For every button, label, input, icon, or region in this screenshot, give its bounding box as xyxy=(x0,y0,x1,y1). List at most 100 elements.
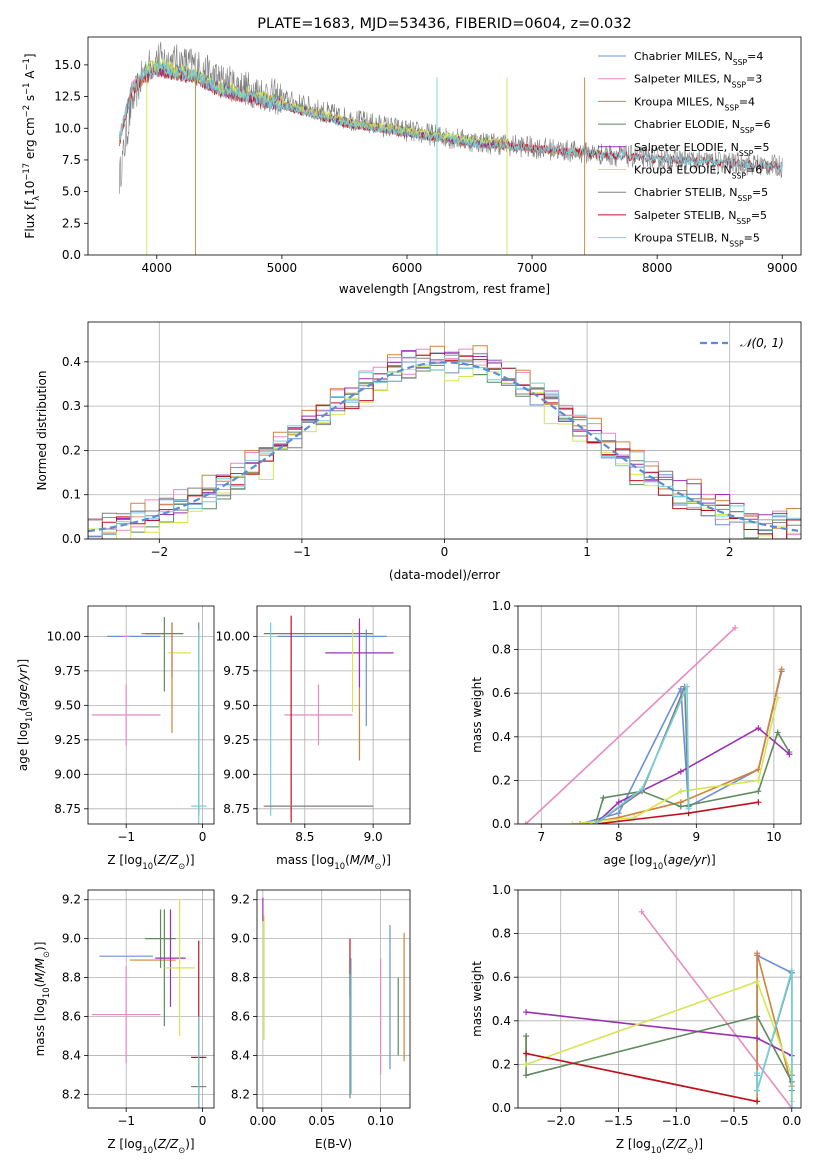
x-axis-label: Z [log10(Z/Z⊙)] xyxy=(107,853,194,871)
weight-marker xyxy=(754,1070,761,1077)
y-axis-label: mass [log10(M/M⊙)] xyxy=(33,942,51,1057)
y-axis-label: Normed distribution xyxy=(35,371,49,491)
y-tick-label: 8.75 xyxy=(223,802,250,816)
plot-area xyxy=(88,345,801,539)
weight-marker xyxy=(755,788,762,795)
axes-frame xyxy=(87,36,802,256)
x-tick-label: 8 xyxy=(615,830,623,844)
chart-title: PLATE=1683, MJD=53436, FIBERID=0604, z=0… xyxy=(257,16,631,32)
weight-line xyxy=(525,627,736,824)
weight-marker xyxy=(786,751,793,758)
weight-marker xyxy=(788,967,795,974)
weight-marker xyxy=(754,1035,761,1042)
weight-marker xyxy=(523,1009,530,1016)
x-tick-label: 0.05 xyxy=(308,1114,335,1128)
x-tick-label: 8.5 xyxy=(295,830,314,844)
y-tick-label: 0.6 xyxy=(492,686,511,700)
spectrum-line xyxy=(119,61,783,171)
plot-area xyxy=(262,897,405,1099)
y-tick-label: 0.4 xyxy=(492,730,511,744)
x-tick-label: −1.0 xyxy=(662,1114,691,1128)
y-tick-label: 0.4 xyxy=(492,1014,511,1028)
y-tick-label: 9.50 xyxy=(223,698,250,712)
y-tick-label: 0.0 xyxy=(62,532,81,546)
y-tick-label: 9.2 xyxy=(62,893,81,907)
y-tick-label: 0.2 xyxy=(492,773,511,787)
legend: 𝒩(0, 1) xyxy=(700,336,784,350)
y-axis-label: mass weight xyxy=(470,961,484,1037)
legend-entry: Chabrier STELIB, NSSP=5 xyxy=(634,186,768,203)
legend: Chabrier MILES, NSSP=4 Salpeter MILES, NS… xyxy=(598,50,771,248)
y-tick-label: 8.4 xyxy=(231,1048,250,1062)
x-axis-label: mass [log10(M/M⊙)] xyxy=(276,853,391,871)
x-tick-label: 4000 xyxy=(142,261,173,275)
y-tick-label: 9.0 xyxy=(231,932,250,946)
weight-marker xyxy=(523,1050,530,1057)
x-axis-label: age [log10(age/yr)] xyxy=(603,853,715,871)
x-tick-label: 0.10 xyxy=(367,1114,394,1128)
residual-histogram: −2 −1 0 1 2 0.0 0.1 0.2 0.3 0.4 xyxy=(62,321,802,559)
x-axis-label: wavelength [Angstrom, rest frame] xyxy=(339,282,550,296)
weight-line xyxy=(640,911,793,1108)
weight-marker xyxy=(754,1087,761,1094)
weight-line xyxy=(756,970,793,1108)
x-tick-label: 2 xyxy=(726,545,734,559)
mass-vs-ebv-chart: 0.00 0.05 0.10 8.2 8.4 8.6 8.8 9.0 9.2 xyxy=(231,889,411,1128)
y-axis-label: Flux [fλ10−17 erg cm−2 s−1 A−1] xyxy=(21,53,41,238)
weight-marker xyxy=(677,685,684,692)
x-tick-label: −1 xyxy=(117,1114,135,1128)
axes-frame xyxy=(256,889,411,1109)
weight-marker xyxy=(755,799,762,806)
y-tick-label: 0.0 xyxy=(492,1101,511,1115)
x-tick-label: 9 xyxy=(693,830,701,844)
x-tick-label: 9.0 xyxy=(364,830,383,844)
y-tick-label: 9.75 xyxy=(54,664,81,678)
y-axis-label: mass weight xyxy=(470,677,484,753)
x-tick-label: −1 xyxy=(117,830,135,844)
x-tick-label: −2.0 xyxy=(546,1114,575,1128)
y-tick-label: 8.6 xyxy=(62,1010,81,1024)
weight-marker xyxy=(677,803,684,810)
axes-frame xyxy=(256,605,411,825)
weight-line xyxy=(525,1052,758,1103)
y-tick-label: 10.0 xyxy=(54,121,81,135)
y-tick-label: 8.4 xyxy=(62,1048,81,1062)
x-tick-label: 5000 xyxy=(267,261,298,275)
x-tick-label: 8000 xyxy=(642,261,673,275)
y-tick-label: 0.6 xyxy=(492,970,511,984)
weight-marker xyxy=(788,1105,795,1108)
weight-marker xyxy=(638,908,645,915)
x-axis-label: Z [log10(Z/Z⊙)] xyxy=(107,1137,194,1155)
y-axis-label: age [log10(age/yr)] xyxy=(16,659,34,771)
weight-marker xyxy=(754,1013,761,1020)
axes-frame xyxy=(517,605,802,825)
weight-marker xyxy=(684,683,691,690)
normal-curve xyxy=(88,361,799,533)
y-tick-label: 9.25 xyxy=(223,733,250,747)
y-tick-label: 9.50 xyxy=(54,698,81,712)
plot-area xyxy=(522,624,793,824)
histogram-step xyxy=(88,354,801,539)
plot-area xyxy=(91,899,207,1108)
x-tick-label: 7000 xyxy=(517,261,548,275)
plot-area xyxy=(91,617,207,824)
weight-marker xyxy=(523,1072,530,1079)
y-tick-label: 1.0 xyxy=(492,883,511,897)
y-tick-label: 10.00 xyxy=(216,629,250,643)
axes-frame xyxy=(87,321,802,540)
x-axis-label: Z [log10(Z/Z⊙)] xyxy=(616,1137,703,1155)
x-tick-label: 10 xyxy=(766,830,781,844)
axes-frame xyxy=(87,889,215,1109)
weight-marker xyxy=(677,768,684,775)
weight-marker xyxy=(523,1033,530,1040)
spectrum-chart: 4000 5000 6000 7000 8000 9000 0.0 2.5 5.0 7.5 10.0… xyxy=(54,36,802,275)
y-tick-label: 0.1 xyxy=(62,488,81,502)
weight-marker xyxy=(754,950,761,957)
weight-line xyxy=(594,727,790,824)
plot-area xyxy=(523,908,795,1108)
weight-marker xyxy=(522,821,529,824)
x-tick-label: 0.00 xyxy=(250,1114,277,1128)
weight-line xyxy=(526,1011,793,1057)
y-tick-label: 9.75 xyxy=(223,664,250,678)
legend-entry: Kroupa ELODIE, NSSP=6 xyxy=(634,164,762,181)
